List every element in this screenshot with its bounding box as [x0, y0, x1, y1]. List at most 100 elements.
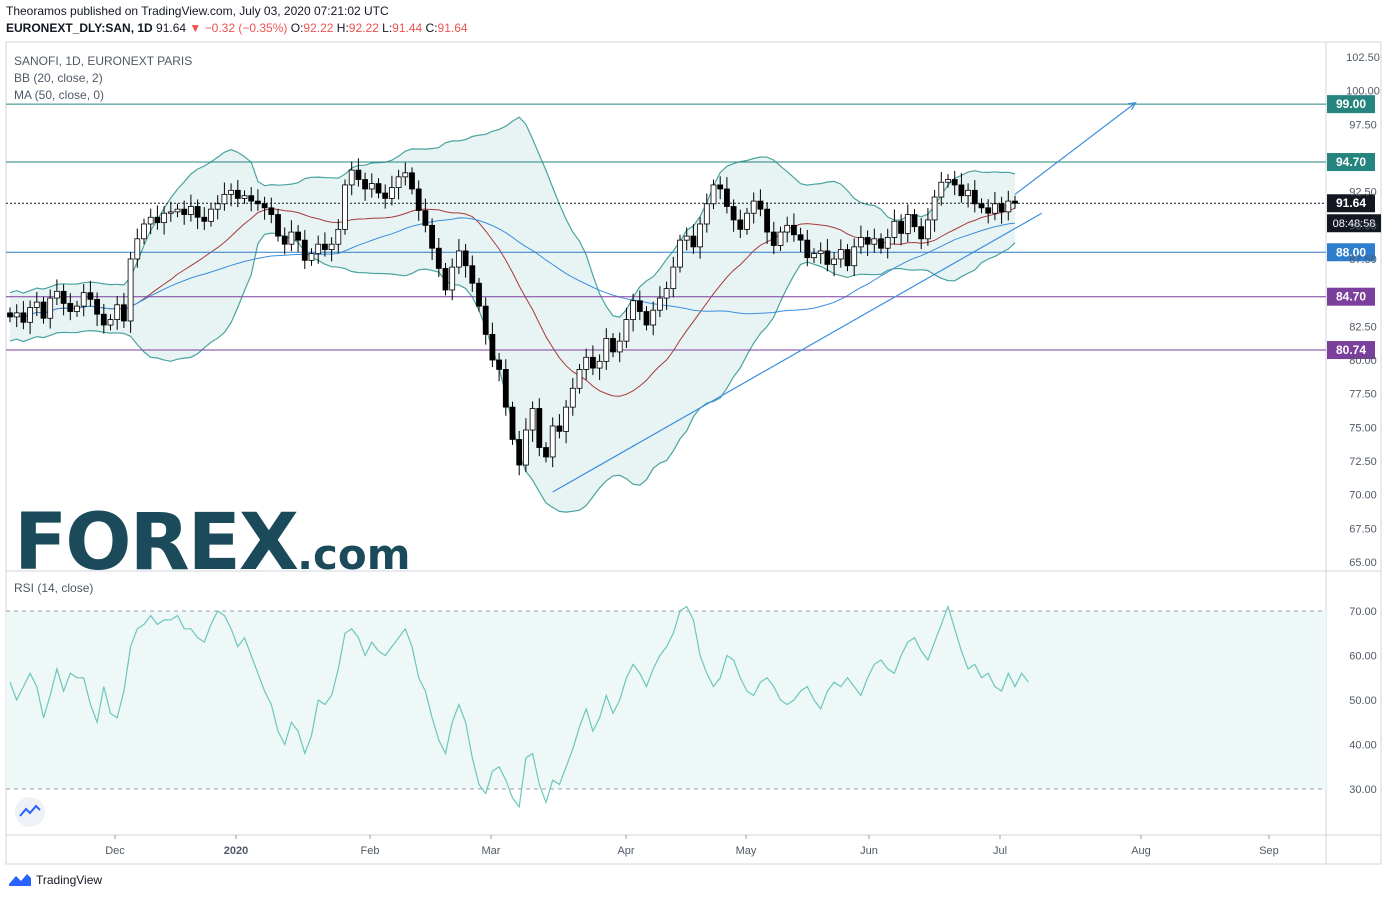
candle-body[interactable]	[107, 319, 114, 326]
candle-body[interactable]	[174, 208, 181, 213]
candle-body[interactable]	[971, 189, 978, 205]
candle-body[interactable]	[194, 206, 201, 218]
candle-body[interactable]	[402, 172, 409, 178]
candle-body[interactable]	[476, 282, 482, 307]
candle-body[interactable]	[770, 231, 777, 246]
candle-body[interactable]	[308, 253, 315, 261]
candle-body[interactable]	[275, 214, 281, 237]
candle-body[interactable]	[737, 219, 744, 230]
candle-body[interactable]	[94, 298, 100, 315]
candle-body[interactable]	[858, 237, 864, 248]
candle-body[interactable]	[965, 189, 971, 197]
candle-body[interactable]	[911, 214, 918, 228]
candle-body[interactable]	[40, 301, 47, 319]
candle-body[interactable]	[884, 237, 891, 249]
candle-body[interactable]	[878, 238, 884, 249]
candle-body[interactable]	[891, 220, 898, 238]
candle-body[interactable]	[710, 184, 717, 205]
candle-body[interactable]	[241, 195, 248, 199]
candle-body[interactable]	[764, 208, 770, 233]
candle-body[interactable]	[415, 188, 422, 211]
candle-body[interactable]	[254, 200, 261, 205]
candle-body[interactable]	[80, 292, 87, 307]
candle-body[interactable]	[549, 425, 556, 458]
candle-body[interactable]	[543, 447, 549, 458]
projection-arrow[interactable]	[1014, 102, 1136, 195]
symbol-name[interactable]: EURONEXT_DLY:SAN, 1D	[6, 21, 153, 35]
candle-body[interactable]	[228, 189, 235, 195]
candle-body[interactable]	[717, 184, 724, 190]
rsi-legend[interactable]: RSI (14, close)	[14, 581, 94, 595]
candle-body[interactable]	[315, 243, 322, 255]
candle-body[interactable]	[462, 250, 469, 267]
candle-body[interactable]	[355, 169, 362, 180]
candle-body[interactable]	[47, 297, 54, 319]
candle-body[interactable]	[422, 210, 429, 226]
candle-body[interactable]	[234, 189, 241, 199]
candle-body[interactable]	[844, 249, 851, 267]
candle-body[interactable]	[469, 265, 476, 284]
candle-body[interactable]	[516, 439, 523, 466]
candle-body[interactable]	[409, 172, 415, 190]
candle-body[interactable]	[27, 307, 34, 323]
candle-body[interactable]	[382, 192, 389, 199]
chart-title-legend[interactable]: SANOFI, 1D, EURONEXT PARIS	[14, 54, 193, 68]
candle-body[interactable]	[529, 408, 536, 431]
candle-body[interactable]	[791, 224, 797, 236]
candle-body[interactable]	[945, 179, 951, 183]
candle-body[interactable]	[161, 212, 168, 224]
candle-body[interactable]	[328, 243, 335, 250]
candle-body[interactable]	[301, 239, 308, 261]
candle-body[interactable]	[590, 356, 596, 369]
candle-body[interactable]	[141, 223, 147, 240]
candle-body[interactable]	[898, 220, 904, 234]
candle-body[interactable]	[449, 266, 456, 291]
candle-body[interactable]	[750, 200, 757, 214]
candle-body[interactable]	[429, 224, 436, 249]
footer[interactable]: TradingView	[8, 872, 102, 888]
candle-body[interactable]	[670, 266, 677, 290]
candle-body[interactable]	[744, 212, 750, 230]
candle-body[interactable]	[556, 425, 563, 432]
candle-body[interactable]	[871, 238, 878, 245]
candle-body[interactable]	[208, 208, 214, 222]
candle-body[interactable]	[958, 184, 965, 197]
candle-body[interactable]	[435, 247, 442, 269]
candle-body[interactable]	[697, 223, 703, 248]
candle-body[interactable]	[938, 181, 945, 198]
candle-body[interactable]	[623, 319, 630, 342]
candle-body[interactable]	[348, 169, 355, 186]
candle-body[interactable]	[804, 239, 811, 259]
candle-body[interactable]	[650, 309, 657, 326]
candle-body[interactable]	[636, 300, 643, 312]
candle-body[interactable]	[931, 196, 938, 221]
candle-body[interactable]	[925, 219, 931, 240]
candle-body[interactable]	[817, 250, 824, 255]
candle-body[interactable]	[375, 183, 382, 194]
candle-body[interactable]	[610, 338, 616, 353]
candle-body[interactable]	[33, 301, 40, 308]
candle-body[interactable]	[864, 237, 871, 245]
support-trendline[interactable]	[552, 212, 1043, 493]
candle-body[interactable]	[181, 208, 188, 215]
candle-body[interactable]	[509, 406, 516, 440]
candle-body[interactable]	[13, 312, 20, 318]
candle-body[interactable]	[576, 369, 583, 389]
candle-body[interactable]	[978, 203, 985, 209]
candle-body[interactable]	[797, 234, 804, 241]
candle-body[interactable]	[67, 303, 74, 312]
candle-body[interactable]	[1005, 200, 1012, 213]
candle-body[interactable]	[335, 228, 342, 245]
candle-body[interactable]	[851, 246, 858, 267]
candle-body[interactable]	[502, 369, 509, 408]
candle-body[interactable]	[998, 203, 1005, 213]
ma-legend[interactable]: MA (50, close, 0)	[14, 88, 105, 102]
candle-body[interactable]	[368, 183, 375, 190]
candle-body[interactable]	[985, 207, 992, 214]
candle-body[interactable]	[536, 408, 543, 448]
candle-body[interactable]	[54, 290, 60, 299]
candle-body[interactable]	[7, 312, 13, 318]
candle-body[interactable]	[657, 297, 663, 311]
candle-body[interactable]	[221, 193, 228, 205]
